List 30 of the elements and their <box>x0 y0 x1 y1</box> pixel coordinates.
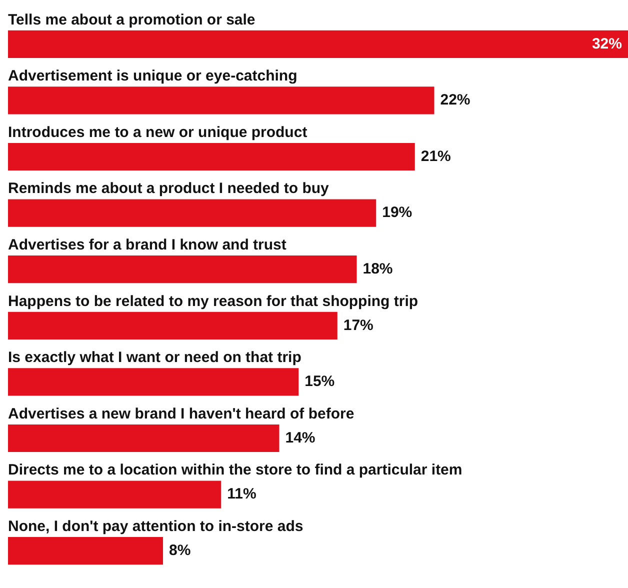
bar <box>8 256 357 284</box>
data-label: 15% <box>304 373 335 390</box>
bar <box>8 537 163 565</box>
bar <box>8 368 299 396</box>
y-tick-label: Happens to be related to my reason for that shopping trip <box>8 292 418 310</box>
data-label: 32% <box>592 35 622 52</box>
bar <box>8 424 280 452</box>
bar <box>8 86 434 114</box>
y-tick-label: Reminds me about a product I needed to buy <box>8 180 330 198</box>
y-tick-label: Advertisement is unique or eye-catching <box>8 68 298 85</box>
bar <box>8 30 628 58</box>
y-tick-label: Introduces me to a new or unique product <box>8 124 308 141</box>
data-label: 22% <box>440 92 470 109</box>
y-tick-label: Advertises a new brand I haven't heard of before <box>8 405 354 422</box>
bar <box>8 312 338 340</box>
data-label: 14% <box>285 429 316 446</box>
y-tick-label: Is exactly what I want or need on that trip <box>8 349 302 366</box>
y-tick-label: None, I don't pay attention to in-store ads <box>8 518 304 535</box>
data-label: 19% <box>382 204 412 222</box>
data-label: 17% <box>343 316 374 334</box>
bar <box>8 480 222 508</box>
y-tick-label: Advertises for a brand I know and trust <box>8 236 286 254</box>
bar <box>8 142 415 171</box>
data-label: 21% <box>420 148 451 165</box>
y-tick-label: Directs me to a location within the store to find a particular item <box>8 462 462 479</box>
data-label: 18% <box>362 260 393 278</box>
data-label: 8% <box>169 542 191 559</box>
y-tick-label: Tells me about a promotion or sale <box>8 11 256 28</box>
bar <box>8 199 376 227</box>
data-label: 11% <box>227 486 256 503</box>
